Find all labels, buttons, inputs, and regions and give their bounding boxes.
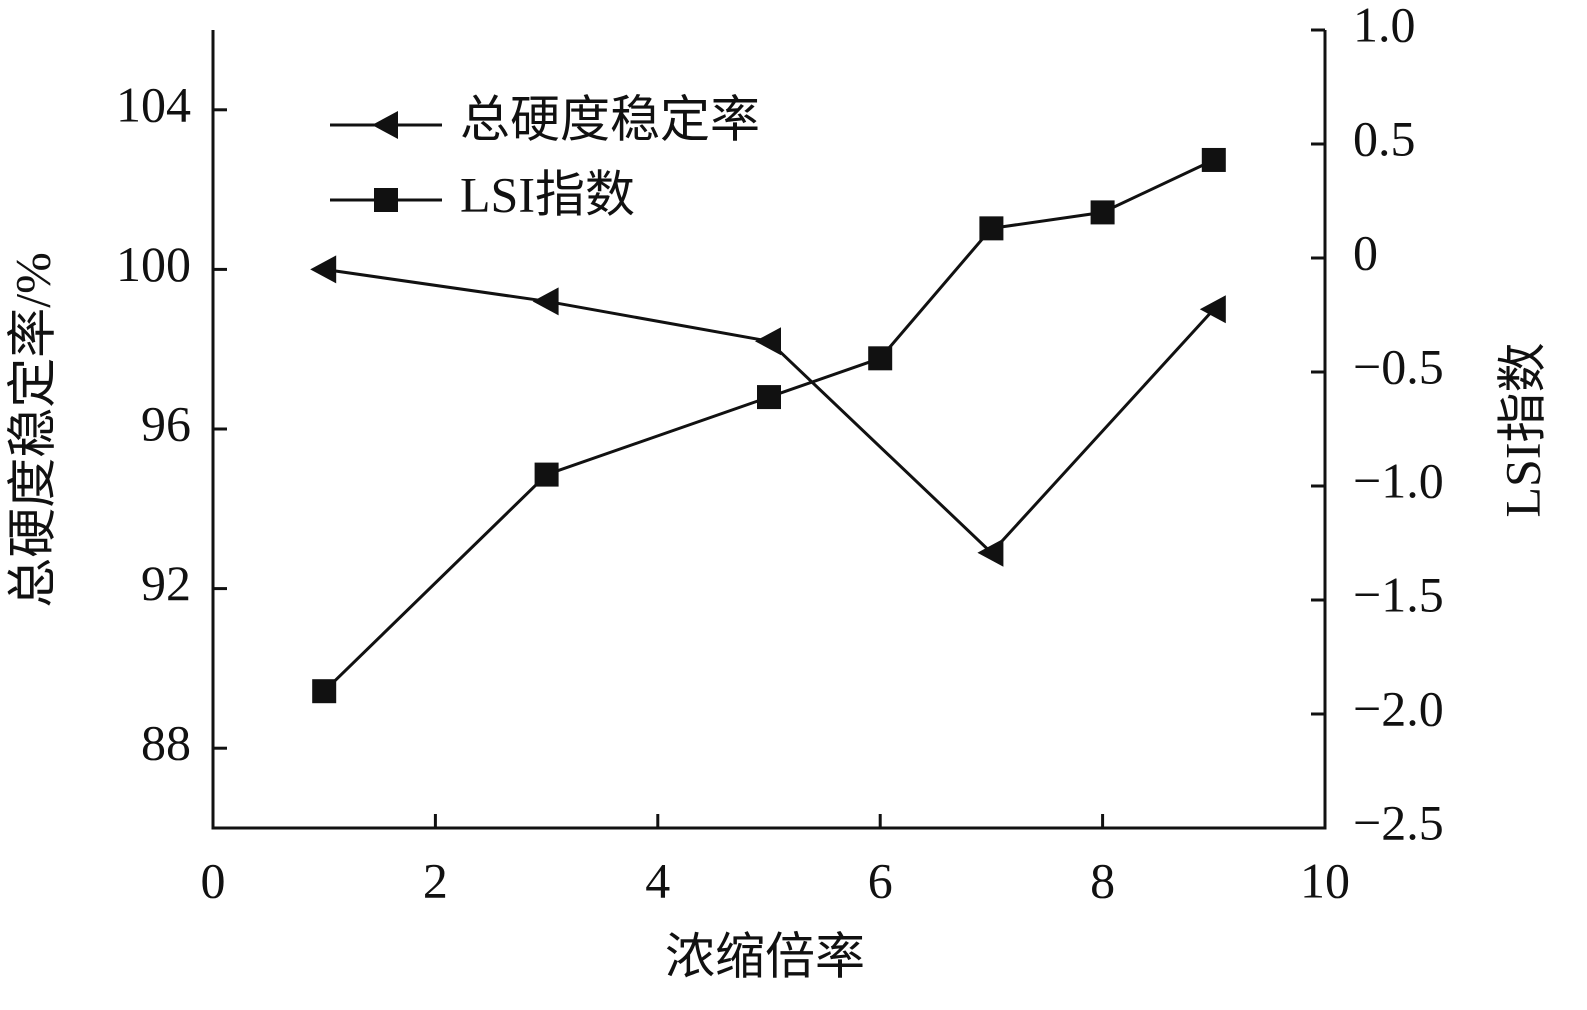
y-tick-label: 96 <box>141 395 191 451</box>
x-tick-label: 8 <box>1090 852 1115 908</box>
data-point <box>979 216 1004 241</box>
x-tick-label: 4 <box>645 852 670 908</box>
x-axis-label: 浓缩倍率 <box>665 928 865 984</box>
legend-marker <box>372 111 398 139</box>
legend-label: 总硬度稳定率 <box>460 91 760 147</box>
legend-label: LSI指数 <box>460 166 635 222</box>
y2-tick-label: −2.5 <box>1353 794 1444 850</box>
data-point <box>1201 147 1226 172</box>
y-tick-label: 100 <box>116 236 191 292</box>
y2-tick-label: −1.0 <box>1353 452 1444 508</box>
data-point <box>1199 295 1226 324</box>
x-tick-label: 10 <box>1300 852 1350 908</box>
x-tick-label: 2 <box>423 852 448 908</box>
y-axis-label: 总硬度稳定率/% <box>4 252 60 608</box>
data-point <box>532 287 559 316</box>
data-point <box>977 538 1004 567</box>
y-tick-label: 92 <box>141 555 191 611</box>
y2-axis-label: LSI指数 <box>1494 343 1550 518</box>
y2-tick-label: −1.5 <box>1353 566 1444 622</box>
legend-marker <box>374 188 398 212</box>
data-point <box>534 462 559 487</box>
y2-tick-label: −2.0 <box>1353 680 1444 736</box>
y2-tick-label: 1.0 <box>1353 0 1416 52</box>
y2-tick-label: −0.5 <box>1353 338 1444 394</box>
series-line <box>323 267 1215 555</box>
data-point <box>757 385 781 410</box>
y2-tick-label: 0.5 <box>1353 110 1416 166</box>
y2-tick-label: 0 <box>1353 224 1378 280</box>
axes <box>211 30 1327 830</box>
y-tick-label: 104 <box>116 76 191 132</box>
series-line <box>323 158 1215 693</box>
data-point <box>312 679 337 704</box>
data-point <box>310 255 337 284</box>
x-tick-label: 6 <box>868 852 893 908</box>
y-tick-label: 88 <box>141 715 191 771</box>
data-point <box>1090 200 1115 225</box>
x-tick-label: 0 <box>201 852 226 908</box>
data-point <box>755 327 781 356</box>
data-point <box>868 346 893 371</box>
